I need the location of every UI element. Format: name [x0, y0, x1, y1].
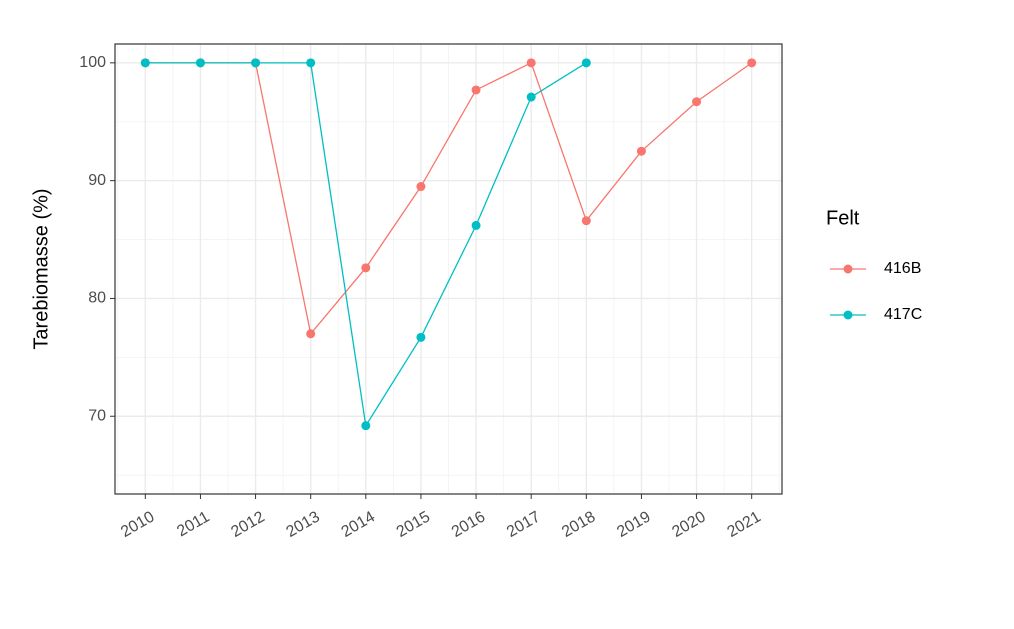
- data-point: [416, 332, 426, 342]
- x-tick-label: 2017: [504, 508, 543, 541]
- data-point: [140, 58, 150, 68]
- data-point: [581, 216, 591, 226]
- x-tick-label: 2020: [669, 508, 708, 541]
- x-tick-label: 2021: [724, 508, 763, 541]
- data-point: [636, 146, 646, 156]
- data-point: [306, 58, 316, 68]
- x-tick-label: 2012: [228, 508, 267, 541]
- legend-key-point: [843, 264, 853, 274]
- x-tick-label: 2011: [174, 508, 212, 540]
- panel-border: [114, 43, 783, 495]
- y-tick-label: 70: [88, 407, 106, 424]
- data-point: [195, 58, 205, 68]
- data-point: [692, 97, 702, 107]
- x-tick-label: 2016: [449, 508, 488, 541]
- x-tick-label: 2013: [283, 508, 322, 541]
- x-tick-label: 2018: [559, 508, 598, 541]
- legend-key-point: [843, 310, 853, 320]
- y-tick-label: 90: [88, 172, 106, 189]
- legend-title: Felt: [826, 207, 860, 229]
- data-point: [471, 220, 481, 230]
- data-point: [581, 58, 591, 68]
- legend-label: 417C: [884, 306, 922, 323]
- x-tick-label: 2015: [394, 508, 433, 541]
- y-tick-label: 100: [79, 54, 106, 71]
- data-point: [526, 58, 536, 68]
- x-tick-label: 2019: [614, 508, 653, 541]
- data-point: [251, 58, 261, 68]
- y-axis-title: Tarebiomasse (%): [30, 188, 52, 349]
- legend-label: 416B: [884, 260, 921, 277]
- x-tick-label: 2010: [118, 508, 157, 541]
- data-point: [471, 85, 481, 95]
- grid: [115, 44, 782, 494]
- x-tick-label: 2014: [339, 508, 378, 541]
- data-point: [306, 329, 316, 339]
- data-point: [416, 182, 426, 192]
- data-point: [361, 421, 371, 431]
- data-point: [747, 58, 757, 68]
- data-point: [526, 92, 536, 102]
- y-tick-label: 80: [88, 290, 106, 307]
- data-point: [361, 263, 371, 273]
